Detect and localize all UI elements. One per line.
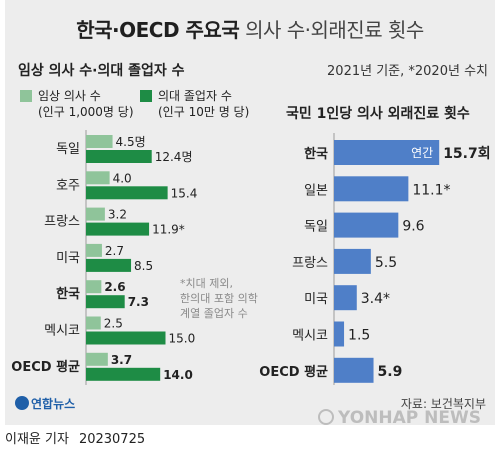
bar-medical-graduates <box>86 222 150 236</box>
right-category-label: 독일 <box>304 220 328 235</box>
legend-swatch-medical-graduates <box>140 90 152 102</box>
bar-clinical-doctors <box>86 316 101 330</box>
right-category-label: OECD 평균 <box>259 364 328 380</box>
bar-medical-graduates <box>86 295 125 309</box>
value-label-medical-graduates: 8.5 <box>134 259 153 273</box>
bar-outpatient-visits <box>334 176 409 202</box>
reporter: 이재윤 기자 <box>5 432 69 447</box>
left-category-label: 호주 <box>56 178 80 193</box>
main-title-bold: 한국·OECD 주요국 <box>76 18 240 42</box>
right-category-label: 일본 <box>304 183 328 198</box>
value-label-medical-graduates: 14.0 <box>163 368 193 382</box>
bar-inner-label: 연간 <box>411 146 433 160</box>
value-label-outpatient-visits: 11.1* <box>412 182 450 198</box>
left-category-label: 한국 <box>56 286 80 302</box>
bar-medical-graduates <box>86 150 152 163</box>
value-label-outpatient-visits: 15.7회 <box>443 146 490 162</box>
right-category-label: 프랑스 <box>292 256 328 271</box>
value-label-outpatient-visits: 9.6 <box>402 219 424 235</box>
bar-medical-graduates <box>86 331 166 345</box>
right-category-label: 멕시코 <box>292 329 328 344</box>
value-label-clinical-doctors: 4.0 <box>113 171 132 185</box>
value-label-clinical-doctors: 3.7 <box>111 353 132 367</box>
watermark: YONHAP NEWS <box>318 408 481 428</box>
watermark-icon <box>318 409 334 425</box>
value-label-clinical-doctors: 2.6 <box>104 280 125 294</box>
bar-medical-graduates <box>86 367 161 381</box>
left-category-label: OECD 평균 <box>11 359 80 375</box>
legend-sublabel: (인구 10만 명 당) <box>158 105 249 119</box>
bar-clinical-doctors <box>86 352 108 366</box>
left-chart-title: 임상 의사 수·의대 졸업자 수 <box>18 63 185 79</box>
left-category-label: 멕시코 <box>44 324 80 339</box>
bar-outpatient-visits <box>334 285 357 311</box>
legend-label: 의대 졸업자 수 <box>158 89 232 103</box>
bar-clinical-doctors <box>86 171 110 185</box>
left-category-label: 프랑스 <box>44 215 80 230</box>
bar-clinical-doctors <box>86 207 105 221</box>
value-label-clinical-doctors: 3.2 <box>108 208 127 222</box>
value-label-clinical-doctors: 4.5명 <box>116 135 146 149</box>
date: 20230725 <box>78 432 146 447</box>
bar-medical-graduates <box>86 258 132 272</box>
logo-icon <box>15 396 29 410</box>
footnote-line: 한의대 포함 의학 <box>180 292 258 305</box>
watermark-text: YONHAP NEWS <box>338 408 481 428</box>
bar-clinical-doctors <box>86 280 102 294</box>
main-title-light: 의사 수·외래진료 횟수 <box>245 18 424 42</box>
value-label-medical-graduates: 12.4명 <box>155 150 193 164</box>
value-label-outpatient-visits: 5.9 <box>378 364 403 380</box>
bar-outpatient-visits <box>334 321 345 347</box>
value-label-outpatient-visits: 5.5 <box>375 255 397 271</box>
right-category-label: 미국 <box>304 292 328 307</box>
value-label-clinical-doctors: 2.7 <box>105 244 124 258</box>
bar-outpatient-visits <box>334 248 371 274</box>
value-label-medical-graduates: 7.3 <box>128 295 149 309</box>
value-label-outpatient-visits: 3.4* <box>361 291 390 307</box>
footnote-line: 계열 졸업자 수 <box>180 307 248 320</box>
main-title: 한국·OECD 주요국 의사 수·외래진료 횟수 <box>0 14 500 43</box>
legend-label: 임상 의사 수 <box>38 89 101 103</box>
value-label-medical-graduates: 15.0 <box>169 332 196 346</box>
left-category-label: 미국 <box>56 251 80 266</box>
footnote: *치대 제외, 한의대 포함 의학 계열 졸업자 수 <box>180 276 258 321</box>
legend-swatch-clinical-doctors <box>20 90 32 102</box>
bar-clinical-doctors <box>86 243 102 257</box>
bar-outpatient-visits <box>334 212 399 238</box>
logo-text: 연합뉴스 <box>31 397 76 411</box>
byline: 이재윤 기자 20230725 <box>5 428 145 447</box>
year-note: 2021년 기준, *2020년 수치 <box>327 64 488 79</box>
bar-clinical-doctors <box>86 135 113 148</box>
source: 자료: 보건복지부 <box>400 397 486 411</box>
footnote-line: *치대 제외, <box>180 277 233 290</box>
bar-medical-graduates <box>86 186 168 200</box>
legend-sublabel: (인구 1,000명 당) <box>38 105 134 119</box>
value-label-medical-graduates: 15.4 <box>171 186 198 200</box>
value-label-outpatient-visits: 1.5 <box>348 328 370 344</box>
left-category-label: 독일 <box>56 142 80 157</box>
value-label-clinical-doctors: 2.5 <box>104 317 123 331</box>
logo: 연합뉴스 <box>15 395 75 412</box>
right-category-label: 한국 <box>304 146 328 162</box>
bar-outpatient-visits <box>334 140 440 165</box>
right-chart-title: 국민 1인당 의사 외래진료 횟수 <box>286 106 470 122</box>
bar-outpatient-visits <box>334 357 374 383</box>
value-label-medical-graduates: 11.9* <box>152 223 185 237</box>
